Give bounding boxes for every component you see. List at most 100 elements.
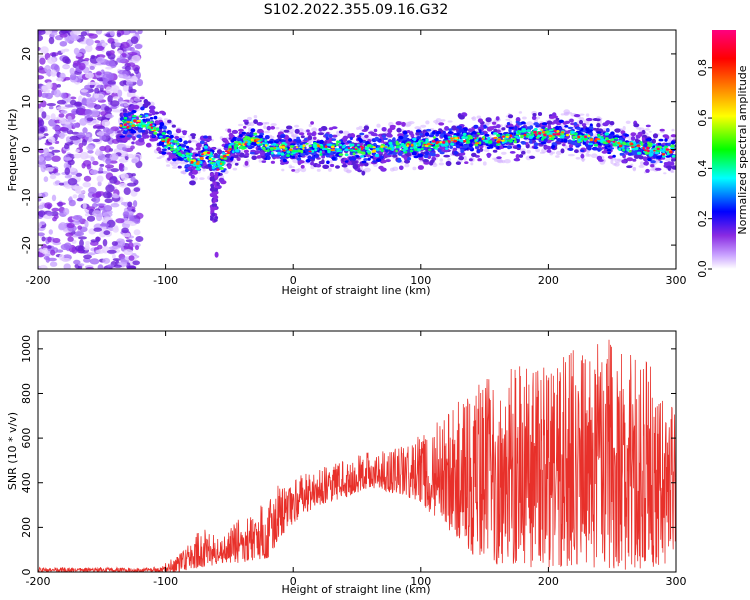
spectrogram-ridge-blob (264, 149, 268, 152)
spectrogram-noise-blob (43, 155, 52, 162)
spectrogram-ridge-blob (161, 132, 166, 135)
spectrogram-noise-blob (39, 221, 46, 226)
spectrogram-ridge-blob (256, 138, 260, 141)
spectrogram-halo-blob (505, 118, 511, 121)
spectrogram-ridge-blob (493, 132, 498, 135)
spectrogram-ridge-blob (508, 139, 513, 143)
spectrogram-halo-blob (253, 115, 258, 119)
spectrogram-ridge-blob (361, 170, 366, 176)
spectrogram-ridge-blob (410, 143, 414, 147)
spectrogram-noise-blob (41, 85, 49, 92)
spectrogram-ridge-blob (659, 128, 665, 132)
spectrogram-ridge-blob (483, 124, 487, 129)
spectrogram-noise-blob (53, 168, 59, 173)
spectrogram-noise-blob (78, 236, 87, 240)
spectrogram-ridge-blob (150, 121, 154, 124)
spectrogram-ridge-blob (508, 126, 514, 130)
spectrogram-noise-blob (84, 45, 93, 53)
spectrogram-ridge-blob (161, 148, 167, 151)
snr-y-label: SNR (10 * v/v) (6, 412, 19, 490)
colorbar-ticks: 0.0 0.2 0.4 0.6 0.8 (696, 59, 712, 278)
spectrogram-halo-blob (294, 168, 300, 174)
spectrogram-ridge-blob (409, 149, 414, 153)
spectrogram-noise-blob (99, 163, 105, 167)
spectrogram-noise-blob (118, 162, 123, 171)
spectrogram-ridge-blob (577, 132, 584, 136)
spectrogram-noise-blob (39, 107, 44, 113)
spectrogram-ridge-blob (158, 141, 165, 146)
spectrogram-ridge-blob (130, 121, 133, 124)
spectrogram-noise-blob (86, 33, 94, 37)
spectrogram-ridge-blob (175, 128, 182, 134)
spectrogram-noise-blob (90, 156, 95, 162)
spectrogram-ridge-blob (429, 148, 435, 152)
spectrogram-noise-blob (80, 31, 88, 37)
spectrogram-ridge-blob (497, 138, 502, 142)
spectrogram-ridge-blob (280, 152, 285, 156)
spectrogram-halo-blob (249, 121, 255, 127)
spectrogram-ridge-blob (328, 134, 333, 138)
spectrogram-ridge-blob (669, 161, 675, 166)
spectrogram-halo-blob (425, 120, 430, 125)
spectrogram-ridge-blob (636, 144, 641, 147)
spectrogram-ridge-blob (632, 148, 636, 151)
spectrogram-ridge-blob (593, 143, 599, 147)
spectrogram-ridge-blob (531, 137, 537, 140)
spectrogram-halo-blob (585, 152, 590, 157)
spectrogram-ridge-blob (417, 153, 424, 158)
spectrogram-ridge-blob (553, 129, 557, 133)
spectrogram-noise-blob (120, 201, 127, 206)
spectrogram-tail-blob (209, 187, 214, 192)
spectrogram-noise-blob (86, 252, 96, 256)
spectrogram-ridge-blob (580, 138, 585, 141)
spectrogram-noise-blob (117, 89, 123, 98)
spectrogram-ridge-blob (659, 160, 663, 164)
spectrogram-halo-blob (169, 161, 175, 165)
spectrogram-ridge-blob (530, 133, 534, 136)
spectrogram-halo-blob (586, 120, 590, 126)
spectrogram-halo-blob (563, 111, 570, 116)
spectrogram-noise-blob (122, 75, 133, 80)
spectrogram-ridge-blob (356, 144, 360, 147)
spectrogram-halo-blob (263, 130, 271, 134)
spectrogram-noise-blob (56, 78, 64, 82)
spectrogram-ridge-blob (308, 150, 312, 153)
spectrogram-noise-blob (47, 57, 56, 64)
spectrogram-ridge-blob (307, 155, 312, 160)
spectrogram-ridge-blob (573, 143, 580, 146)
spectrogram-noise-blob (69, 67, 75, 76)
spectrogram-noise-blob (64, 121, 71, 125)
spectrogram-ridge-blob (126, 134, 132, 138)
x-tick-label: -100 (153, 274, 178, 287)
spectrogram-ridge-blob (242, 125, 247, 129)
spectrogram-noise-blob (51, 155, 61, 162)
spectrogram-ridge-blob (468, 158, 473, 162)
spectrogram-noise-blob (102, 79, 110, 86)
spectrogram-ridge-blob (324, 133, 329, 138)
spectrogram-noise-blob (64, 167, 71, 175)
spectrogram-ridge-blob (216, 149, 223, 155)
spectrogram-ridge-blob (365, 154, 372, 158)
spectrogram-ridge-blob (452, 147, 458, 152)
spectrogram-ridge-blob (555, 125, 560, 130)
spectrogram-ridge-blob (548, 129, 553, 132)
spectrogram-noise-blob (72, 194, 78, 199)
spectrogram-ridge-blob (469, 136, 473, 140)
spectrogram-ridge-blob (306, 129, 310, 133)
spectrogram-noise-blob (96, 71, 102, 76)
spectrogram-ridge-blob (375, 147, 380, 151)
spectrogram-ridge-blob (415, 129, 422, 133)
spectrogram-halo-blob (258, 159, 262, 163)
spectrogram-ridge-blob (546, 132, 550, 135)
spectrogram-noise-blob (83, 175, 92, 182)
spectrogram-ridge-blob (478, 129, 482, 134)
spectrogram-ridge-blob (143, 112, 149, 116)
spectrogram-ridge-blob (544, 127, 548, 130)
spectrogram-tail-blob (211, 203, 216, 207)
spectrogram-noise-blob (114, 39, 119, 44)
spectrogram-noise-blob (130, 176, 136, 182)
spectrogram-ridge-blob (251, 155, 257, 160)
spectrogram-ridge-blob (582, 141, 586, 145)
spectrogram-noise-blob (86, 97, 96, 103)
spectrogram-halo-blob (173, 160, 181, 165)
